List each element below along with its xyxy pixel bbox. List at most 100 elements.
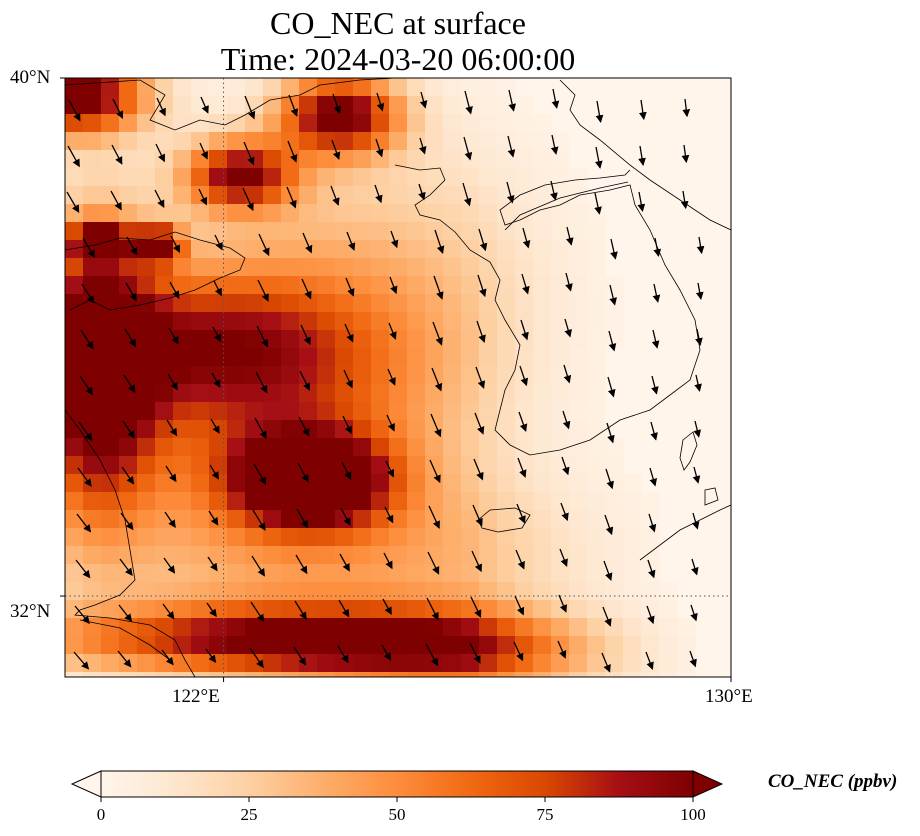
wind-arrow [66,191,80,214]
wind-arrow [121,466,135,485]
lat-tick-label-40n: 40°N [10,67,51,88]
wind-arrow [550,180,558,201]
wind-arrow [331,139,341,161]
wind-arrow [418,137,427,155]
wind-arrow [80,329,94,350]
wind-arrow [682,98,691,118]
wind-arrow [516,503,526,524]
gridlines [65,78,731,677]
wind-arrow [517,457,527,478]
wind-arrow [601,652,611,673]
axis-ticks [60,77,732,682]
wind-arrow [111,144,123,165]
wind-arrow [476,320,486,344]
wind-arrow [210,418,220,434]
wind-arrow [118,604,133,622]
wind-arrow [212,326,222,343]
wind-arrow [507,135,516,158]
wind-arrow [522,227,531,249]
map-frame [64,77,732,678]
wind-arrow [604,514,614,536]
wind-arrow [209,464,220,480]
wind-arrow [637,191,646,212]
wind-arrow [695,328,703,346]
wind-arrow [691,512,700,530]
wind-arrow [464,90,473,115]
wind-arrow [418,183,426,201]
wind-arrow [154,189,165,209]
wind-arrow [296,508,309,529]
wind-arrow [252,509,266,531]
wind-arrow [170,235,181,254]
wind-arrow [120,512,134,531]
wind-arrow [473,458,484,481]
wind-arrow [250,601,265,623]
wind-arrow [430,413,442,438]
wind-arrow [169,281,180,299]
wind-arrow [514,595,525,616]
wind-arrow [474,412,485,435]
wind-arrow [344,323,354,343]
wind-arrow [161,649,174,666]
wind-arrow [81,283,95,304]
wind-arrow [602,606,612,627]
wind-arrow [645,651,654,671]
wind-arrow [123,374,136,393]
wind-arrow [551,88,560,109]
wind-arrow [691,558,699,576]
wind-arrow [609,284,617,306]
wind-arrow [297,462,309,483]
wind-arrow [200,96,209,114]
wind-arrow [651,375,659,395]
colorbar-tick-label: 0 [96,805,106,824]
wind-arrow [696,236,705,255]
wind-arrow [376,92,385,112]
wind-arrow [693,420,702,438]
wind-arrow [680,190,689,210]
colorbar [70,770,724,802]
wind-arrow [428,505,440,529]
wind-arrow [155,143,165,163]
wind-arrow [521,273,530,295]
wind-arrow [550,134,559,155]
wind-arrow [689,650,697,668]
wind-arrow [384,506,394,524]
wind-arrow [426,597,439,621]
colorbar-label: CO_NEC (ppbv) [768,771,898,792]
wind-arrow [345,277,355,297]
colorbar-body [100,770,694,798]
wind-arrow [653,237,662,257]
wind-arrow [346,231,356,251]
wind-arrow [648,513,657,533]
wind-arrow [646,605,655,625]
wind-arrow [124,328,137,348]
lon-tick-label-130e: 130°E [705,686,753,707]
wind-arrow [432,321,443,346]
wind-arrow [469,642,481,664]
wind-arrow [518,411,528,433]
wind-arrow [608,330,617,352]
wind-arrow [649,467,658,487]
wind-arrow [561,456,570,476]
wind-arrow [205,648,217,664]
wind-arrow [381,644,392,661]
wind-arrow [429,459,441,484]
wind-arrow [565,272,573,292]
wind-arrow [199,142,208,160]
wind-arrow [300,324,311,346]
wind-arrow [78,421,93,442]
wind-arrow [472,504,483,527]
wind-arrow [651,329,660,349]
wind-arrow [647,559,656,579]
wind-arrow [125,282,137,302]
wind-arrow [294,600,307,621]
wind-arrow [607,376,616,398]
map-subtitle-time: Time: 2024-03-20 06:00:00 [220,41,576,77]
wind-arrow [385,460,395,478]
wind-arrow [249,647,264,669]
wind-arrow [340,507,351,526]
wind-arrow [75,559,91,579]
wind-arrow [638,99,647,121]
wind-arrow [82,237,95,259]
wind-arrow [508,89,516,112]
